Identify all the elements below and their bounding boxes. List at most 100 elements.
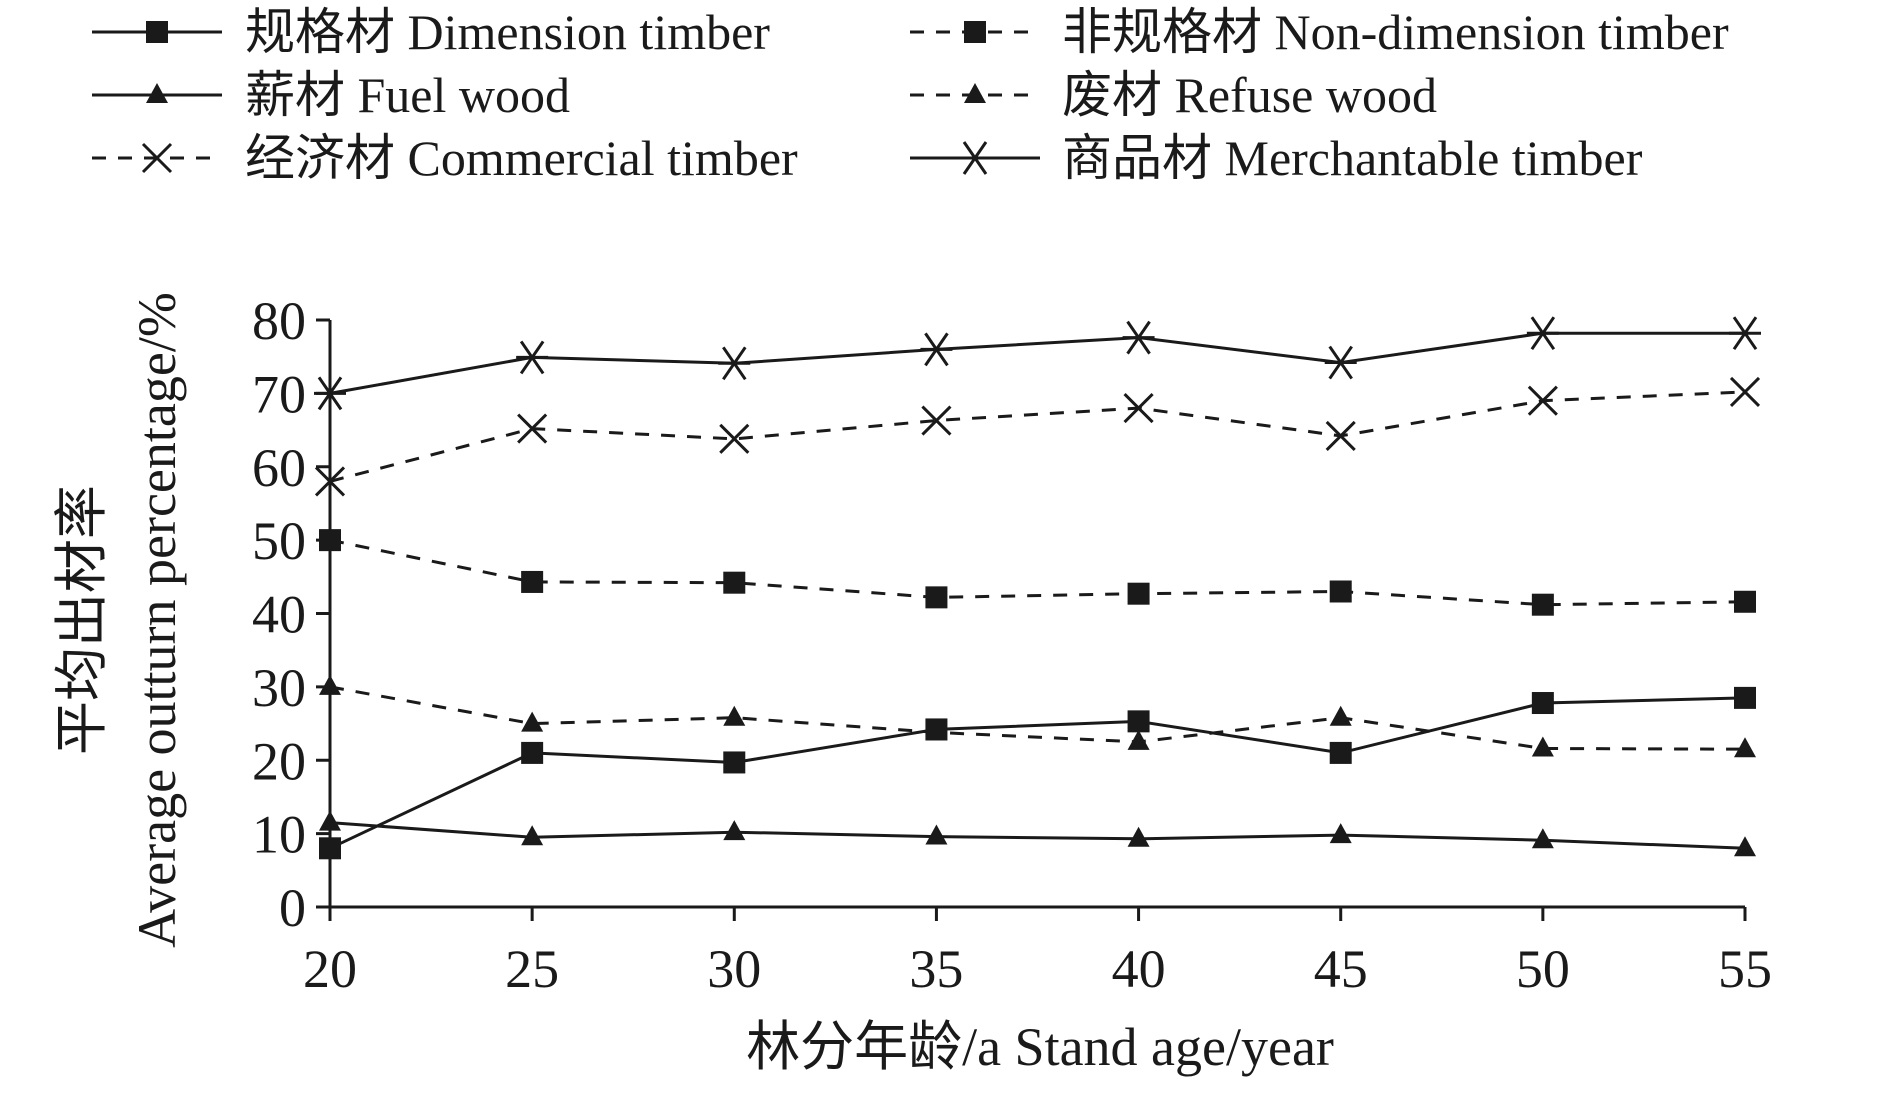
data-point [1329,705,1352,726]
data-point [319,810,341,831]
data-point [314,466,346,497]
data-point [1123,392,1154,424]
legend-item: 薪材 Fuel wood [92,67,570,123]
series-line [329,538,1746,607]
data-point [1531,593,1554,616]
x-tick-label: 55 [1718,939,1772,999]
x-tick-label: 50 [1516,939,1570,999]
data-point [1127,826,1150,847]
data-point [719,423,750,454]
data-point [1729,316,1761,351]
y-tick-label: 40 [252,585,306,645]
series-2 [319,810,1756,857]
data-point [1531,736,1554,757]
data-point [521,825,544,846]
y-axis-title-en: Average outturn percentage/% [127,292,187,948]
axes: 0 10 20 30 40 50 60 70 80 20 25 30 35 40 45 50 55 [252,291,1772,999]
legend-label: 规格材 Dimension timber [245,4,770,60]
y-axis-title: 平均出材率 Average outturn percentage/% [52,292,187,948]
data-point [319,837,341,860]
x-tick-label: 25 [505,939,559,999]
data-point [521,570,544,593]
series-5 [314,316,1761,411]
data-point [521,741,544,764]
x-tick-label: 20 [303,939,357,999]
legend-item: 废材 Refuse wood [910,67,1437,123]
data-point [925,824,948,845]
data-point [1127,729,1150,750]
legend: 规格材 Dimension timber 非规格材 Non-dimension t… [92,4,1729,186]
data-point [1734,836,1756,857]
series-1 [319,529,1756,616]
x-tick-label: 40 [1112,939,1166,999]
data-point [1729,376,1761,407]
data-point [723,751,746,774]
y-tick-label: 50 [252,511,306,571]
data-point [1329,580,1352,603]
legend-marker [964,83,986,103]
series-line [329,821,1746,850]
y-tick-label: 70 [252,364,306,424]
series-line [329,331,1745,395]
series-4 [314,376,1761,497]
x-tick-label: 45 [1314,939,1368,999]
y-tick-label: 10 [252,805,306,865]
legend-label: 废材 Refuse wood [1062,67,1437,123]
data-point [517,413,548,444]
y-tick-label: 80 [252,291,306,351]
data-point [921,405,952,436]
data-point [1325,420,1356,451]
data-point [319,674,341,695]
legend-label: 商品材 Merchantable timber [1062,130,1643,186]
data-point [1734,590,1756,613]
legend-marker [964,21,986,43]
data-point [1329,741,1352,764]
legend-marker [141,142,173,174]
data-point [925,586,948,609]
x-tick-label: 35 [909,939,963,999]
legend-item: 经济材 Commercial timber [92,130,798,186]
data-point [920,332,953,367]
series-line [329,390,1746,483]
data-point [1531,692,1554,715]
data-point [1527,385,1558,416]
legend-label: 经济材 Commercial timber [245,130,798,186]
data-point [521,711,544,732]
data-point [1734,737,1756,758]
data-point [1127,582,1150,605]
data-point [1122,320,1155,355]
data-point [718,346,751,381]
data-point [1734,686,1756,709]
legend-marker [146,21,168,43]
data-point [1127,710,1150,733]
series-line [329,696,1746,850]
data-point [319,529,341,552]
data-point [925,720,948,741]
data-point [723,571,746,594]
legend-item: 规格材 Dimension timber [92,4,770,60]
x-axis-title: 林分年龄/a Stand age/year [746,1017,1334,1077]
legend-item: 非规格材 Non-dimension timber [910,4,1729,60]
y-tick-label: 0 [279,878,306,938]
series-layer [314,316,1761,860]
series-line [329,685,1746,751]
legend-marker [959,141,991,175]
legend-marker [146,83,168,103]
data-point [723,820,746,841]
data-point [314,376,346,411]
data-point [1531,828,1554,849]
legend-label: 非规格材 Non-dimension timber [1062,4,1729,60]
legend-label: 薪材 Fuel wood [245,67,570,123]
y-tick-label: 60 [252,438,306,498]
series-3 [319,674,1756,758]
y-axis-title-cn: 平均出材率 [52,485,112,755]
y-tick-label: 20 [252,731,306,791]
data-point [1329,823,1352,844]
legend-item: 商品材 Merchantable timber [910,130,1643,186]
data-point [723,705,746,726]
y-tick-label: 30 [252,658,306,718]
x-tick-label: 30 [707,939,761,999]
data-point [516,340,549,375]
